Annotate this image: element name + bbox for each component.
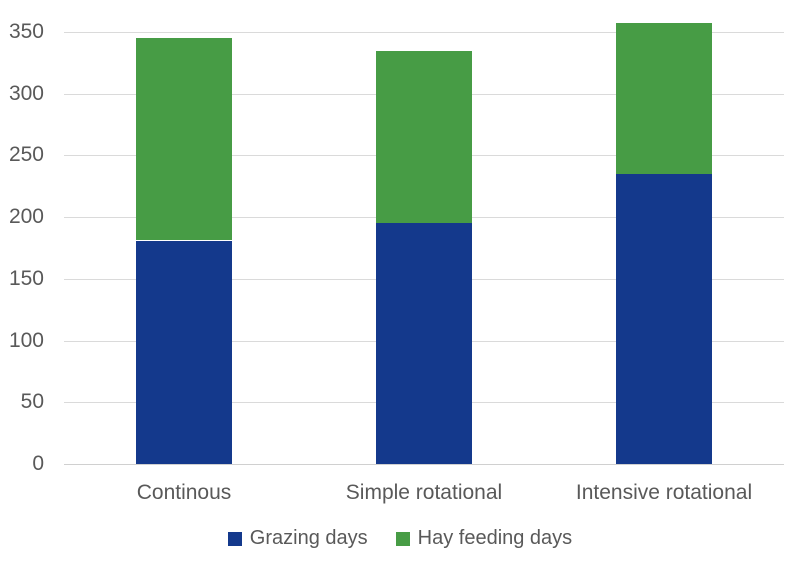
y-tick-label-200: 200 [8, 205, 44, 228]
y-tick-label-0: 0 [32, 452, 44, 475]
y-tick-label-350: 350 [8, 20, 44, 43]
y-tick-label-50: 50 [20, 390, 44, 413]
bar-segment-grazing-days-intensive-rotational [616, 174, 712, 464]
bar-segment-grazing-days-continous [136, 241, 232, 464]
x-label-continous: Continous [136, 481, 232, 504]
x-label-simple-rotational: Simple rotational [345, 481, 503, 504]
bar-segment-hay-feeding-days-simple-rotational [376, 51, 472, 223]
bar-segment-hay-feeding-days-continous [136, 38, 232, 240]
y-tick-label-150: 150 [8, 267, 44, 290]
gridline-0 [64, 464, 784, 465]
legend-swatch-hay-feeding-days-icon [395, 531, 410, 546]
x-label-intensive-rotational: Intensive rotational [575, 481, 753, 504]
legend: Grazing days Hay feeding days [0, 527, 800, 550]
y-tick-label-300: 300 [8, 82, 44, 105]
legend-label-hay-feeding-days: Hay feeding days [417, 527, 573, 549]
y-tick-label-250: 250 [8, 143, 44, 166]
bar-segment-hay-feeding-days-intensive-rotational [616, 23, 712, 174]
legend-swatch-grazing-days-icon [227, 531, 242, 546]
bar-segment-grazing-days-simple-rotational [376, 222, 472, 464]
legend-item-hay-feeding-days: Hay feeding days [395, 527, 573, 550]
legend-label-grazing-days: Grazing days [249, 527, 368, 549]
legend-item-grazing-days: Grazing days [227, 527, 368, 550]
gridline-350 [64, 32, 784, 33]
y-tick-label-100: 100 [8, 329, 44, 352]
